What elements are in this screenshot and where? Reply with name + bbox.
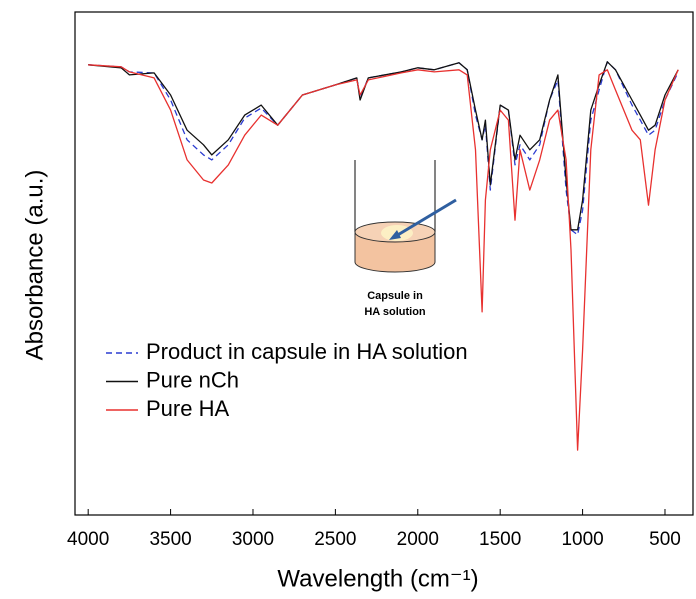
x-tick-label: 1000 [561, 529, 603, 550]
legend-label: Pure nCh [146, 367, 239, 392]
spectrum-line [88, 64, 679, 451]
x-tick-label: 1500 [479, 529, 521, 550]
legend-label: Product in capsule in HA solution [146, 339, 468, 364]
x-tick-label: 3000 [232, 529, 274, 550]
arrow [395, 198, 457, 238]
annotation: HA solution [364, 306, 426, 318]
plot-frame [74, 11, 694, 516]
spectrum-line [88, 61, 679, 231]
inset-illustration: Capsule in HA solution [354, 160, 457, 318]
solution-body [354, 231, 436, 273]
x-axis-label: Wavelength (cm⁻¹) [277, 565, 478, 592]
arrow-head [389, 230, 401, 240]
x-tick-label: 4000 [67, 529, 109, 550]
spectrum-line [88, 61, 679, 236]
x-tick-label: 2000 [397, 529, 439, 550]
x-tick-label: 500 [649, 529, 681, 550]
y-axis-label: Absorbance (a.u.) [21, 170, 48, 361]
x-tick-label: 3500 [149, 529, 191, 550]
x-tick-label: 2500 [314, 529, 356, 550]
annotation: Capsule in [367, 290, 423, 302]
legend-label: Pure HA [146, 396, 229, 421]
